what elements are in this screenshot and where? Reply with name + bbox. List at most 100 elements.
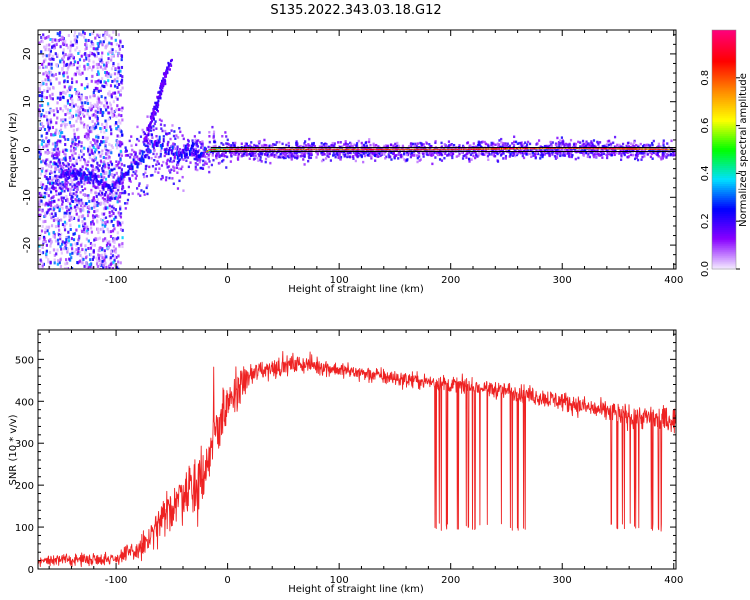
heat-cell <box>68 214 71 218</box>
heat-cell <box>88 206 91 210</box>
heat-cell <box>110 252 113 256</box>
heat-cell <box>59 131 62 135</box>
heat-cell <box>47 225 51 229</box>
heat-cell <box>89 95 92 99</box>
heat-cell <box>85 46 88 50</box>
heat-cell <box>562 151 565 155</box>
heat-cell <box>633 145 636 148</box>
heat-cell <box>56 248 59 252</box>
heat-cell <box>304 148 306 151</box>
heat-cell <box>198 158 201 161</box>
heat-cell <box>672 151 675 154</box>
heat-cell <box>270 144 273 148</box>
heat-cell <box>102 207 106 211</box>
heat-cell <box>440 159 444 162</box>
heat-cell <box>102 188 105 191</box>
heat-cell <box>101 77 104 81</box>
heat-cell <box>587 153 590 156</box>
heat-cell <box>528 142 532 146</box>
heat-cell <box>384 157 387 160</box>
heat-cell <box>71 54 74 58</box>
heat-cell <box>102 263 106 267</box>
heat-cell <box>169 171 172 174</box>
heat-cell <box>273 149 276 153</box>
heat-cell <box>96 42 99 46</box>
heat-cell <box>53 232 56 236</box>
heat-cell <box>95 175 98 180</box>
heat-cell <box>104 261 107 265</box>
heat-cell <box>92 255 95 259</box>
heat-cell <box>105 122 108 126</box>
heat-cell <box>85 126 88 130</box>
heat-cell <box>103 199 107 203</box>
heat-cell <box>43 212 47 216</box>
heat-cell <box>66 75 69 79</box>
heat-cell <box>41 202 44 206</box>
heat-cell <box>320 152 323 156</box>
heat-cell <box>54 166 58 169</box>
heat-cell <box>236 157 240 160</box>
heat-cell <box>76 203 79 207</box>
heat-cell <box>535 150 538 154</box>
heat-cell <box>41 81 44 85</box>
heat-cell <box>652 139 655 143</box>
heat-cell <box>468 160 471 163</box>
heat-cell <box>101 191 104 195</box>
heat-cell <box>539 148 542 152</box>
heat-cell <box>403 158 406 161</box>
heat-cell <box>539 157 542 160</box>
heat-cell <box>363 145 366 148</box>
heat-cell <box>165 69 168 72</box>
heat-cell <box>202 147 205 150</box>
heat-cell <box>104 206 107 209</box>
heat-cell <box>81 148 84 152</box>
heat-cell <box>53 187 56 191</box>
heat-cell <box>466 150 469 154</box>
heat-cell <box>56 96 59 100</box>
heat-cell <box>112 63 115 67</box>
heat-cell <box>70 243 74 247</box>
heat-cell <box>348 155 351 158</box>
heat-cell <box>403 152 406 156</box>
heat-cell <box>421 152 425 156</box>
heat-cell <box>152 108 155 112</box>
heat-cell <box>434 139 437 143</box>
heat-cell <box>494 143 497 147</box>
heat-cell <box>49 132 53 136</box>
heat-cell <box>501 144 504 147</box>
heat-cell <box>68 63 71 67</box>
heat-cell <box>168 132 171 135</box>
heat-cell <box>103 253 107 257</box>
heat-cell <box>451 156 454 160</box>
heat-cell <box>363 152 366 155</box>
heat-cell <box>514 140 518 144</box>
heat-cell <box>236 148 239 151</box>
heat-cell <box>156 141 159 147</box>
heat-cell <box>66 209 69 213</box>
heat-cell <box>81 259 84 263</box>
heat-cell <box>159 155 162 158</box>
heat-cell <box>527 140 530 144</box>
heat-cell <box>257 159 260 162</box>
heat-cell <box>47 78 50 82</box>
heat-cell <box>97 70 100 74</box>
heat-cell <box>104 145 107 149</box>
heat-cell <box>73 183 76 186</box>
heat-cell <box>355 144 358 148</box>
heat-cell <box>83 264 86 268</box>
heat-cell <box>373 148 376 151</box>
heat-cell <box>58 192 61 196</box>
heat-cell <box>111 146 114 150</box>
heat-cell <box>120 109 123 113</box>
heat-cell <box>177 159 181 163</box>
heat-cell <box>355 148 358 151</box>
heat-cell <box>97 72 100 76</box>
heat-cell <box>497 145 500 149</box>
heat-cell <box>245 148 247 151</box>
heat-cell <box>107 92 110 96</box>
heat-cell <box>109 125 112 129</box>
heat-cell <box>558 148 561 152</box>
heat-cell <box>73 135 76 139</box>
heat-cell <box>90 79 93 83</box>
heat-cell <box>49 108 52 112</box>
